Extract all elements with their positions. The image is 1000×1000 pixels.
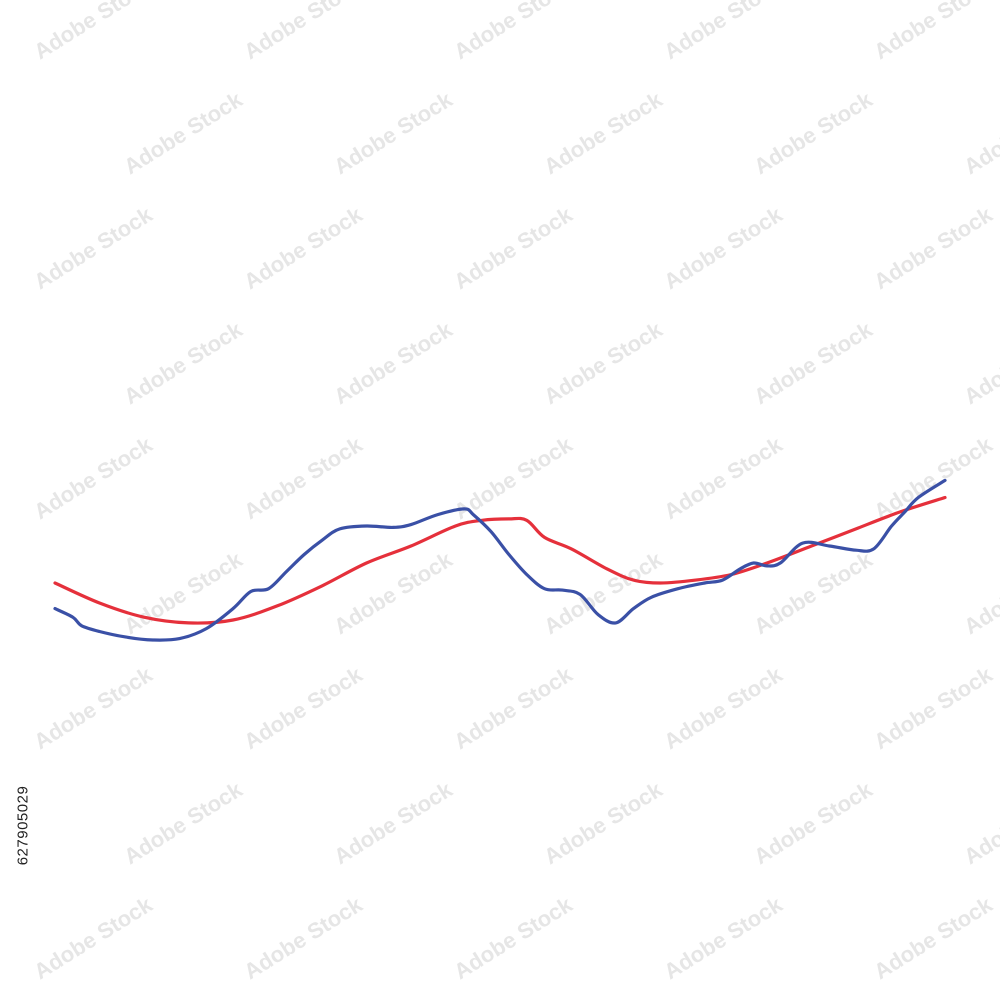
- stock-id-label: 627905029: [8, 760, 38, 890]
- series-line-2: [53, 478, 947, 642]
- series-line-1: [53, 495, 947, 625]
- stock-id-text: 627905029: [14, 785, 32, 865]
- plot-area: [53, 478, 947, 642]
